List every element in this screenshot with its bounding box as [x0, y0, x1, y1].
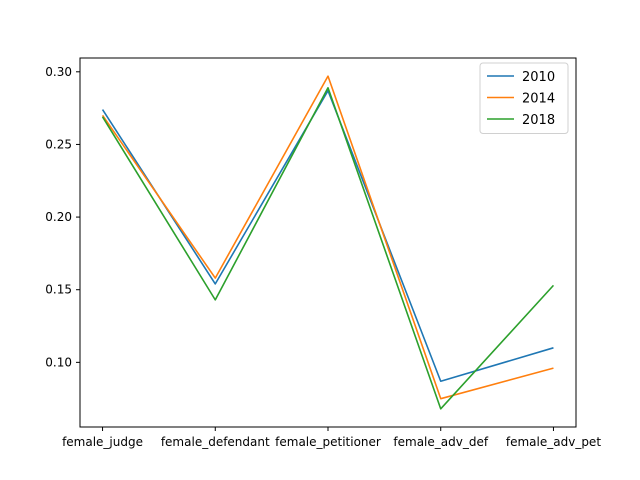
x-tick-label: female_petitioner [275, 435, 381, 449]
legend-label: 2010 [522, 70, 555, 85]
legend: 2010 2014 2018 [479, 62, 569, 134]
x-tick-label: female_defendant [161, 435, 270, 449]
y-tick-label: 0.20 [45, 210, 72, 224]
legend-label: 2014 [522, 92, 555, 107]
legend-box [479, 62, 569, 134]
x-tick-label: female_adv_pet [506, 435, 601, 449]
x-axis-ticks: female_judge female_defendant female_petit… [62, 427, 601, 449]
series-line-2018 [101, 86, 555, 410]
y-tick-label: 0.10 [45, 355, 72, 369]
legend-label: 2018 [522, 113, 555, 128]
series-lines [101, 75, 555, 410]
series-line-2014 [101, 75, 554, 400]
x-tick-label: female_adv_def [393, 435, 488, 449]
series-line-2010 [101, 89, 554, 383]
y-tick-label: 0.15 [45, 283, 72, 297]
y-tick-label: 0.25 [45, 137, 72, 151]
y-tick-label: 0.30 [45, 65, 72, 79]
y-axis-ticks: 0.10 0.15 0.20 0.25 0.30 [45, 65, 80, 369]
x-tick-label: female_judge [62, 435, 143, 449]
